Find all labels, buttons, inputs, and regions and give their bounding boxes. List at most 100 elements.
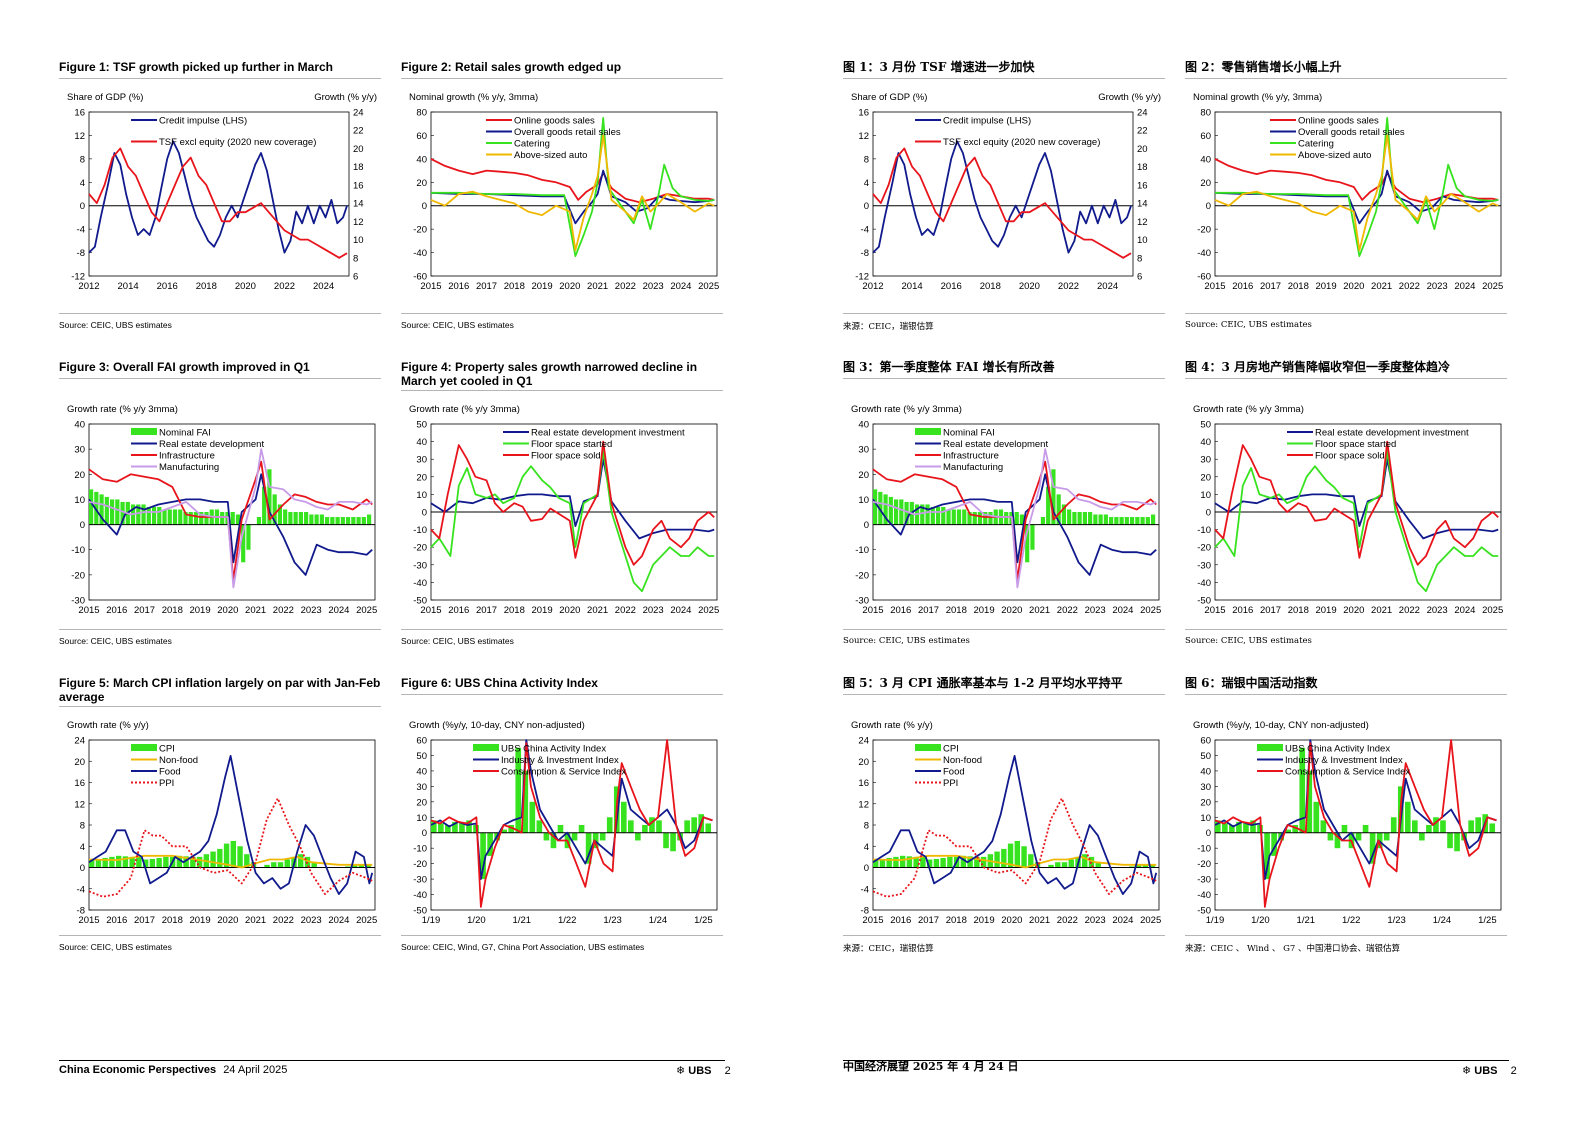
y2-tick-label: 22 [353,126,364,137]
bar [193,512,199,525]
bar [1040,517,1046,525]
bar [980,856,987,868]
bar [95,859,102,868]
source-rule [59,629,381,630]
x-tick-label: 2020 [235,281,256,292]
legend-label: Nominal FAI [943,428,995,439]
y-axis-label: Growth (%y/y, 10-day, CNY non-adjusted) [1193,720,1369,731]
y-tick-label: 30 [1200,455,1211,466]
bar [635,832,641,841]
x-tick-label: 2021 [1029,915,1050,926]
bar [284,859,290,868]
bar [879,859,886,868]
bar [1025,524,1030,563]
bar [649,817,655,833]
legend-label: Consumption & Service Index [501,767,626,778]
bar [115,499,120,525]
x-tick-label: 2021 [245,605,266,616]
x-tick-label: 2019 [1315,281,1336,292]
bar [149,859,156,868]
y2-tick-label: 24 [353,108,364,119]
bar [529,801,536,833]
y-tick-label: -10 [1197,525,1211,536]
x-tick-label: 2023 [301,915,322,926]
y2-tick-label: 14 [353,199,364,210]
y-tick-label: 0 [422,828,427,839]
y-tick-label: 50 [1200,751,1211,762]
title-rule [401,78,723,79]
series-line [872,460,1157,581]
bar [1292,825,1299,833]
y-tick-label: 10 [1200,813,1211,824]
y-tick-label: 40 [1200,766,1211,777]
bar [445,825,451,833]
legend-label: TSF excl equity (2020 new coverage) [943,137,1100,148]
x-tick-label: 2019 [531,281,552,292]
y-tick-label: -10 [1197,844,1211,855]
bar [141,504,146,525]
x-tick-label: 2019 [531,605,552,616]
source-rule [843,629,1165,630]
x-tick-label: 2020 [559,605,580,616]
y-tick-label: -20 [1197,543,1211,554]
bar [256,517,262,525]
y-tick-label: 10 [858,495,869,506]
series-line [430,458,715,540]
bar [196,856,203,868]
x-tick-label: 1/22 [558,915,577,926]
y-tick-label: 50 [1200,420,1211,431]
bar [1007,843,1014,868]
source-rule [1185,313,1507,314]
bar [977,512,983,525]
series-line [1214,158,1499,204]
x-tick-label: 1/25 [694,915,713,926]
legend-label: CPI [159,744,175,755]
x-tick-label: 1/19 [1206,915,1225,926]
x-tick-label: 2023 [643,281,664,292]
source-rule [401,313,723,314]
source-rule [59,313,381,314]
legend-label: Food [943,767,965,778]
plot-frame [430,111,718,277]
footer-brand-left: ❄ UBS 2 [676,1064,731,1077]
x-tick-label: 2020 [1343,281,1364,292]
x-tick-label: 2016 [106,605,127,616]
bar [345,517,351,525]
legend-label: Consumption & Service Index [1285,767,1410,778]
bar [522,770,529,833]
bar [109,856,115,868]
y-tick-label: 20 [1200,797,1211,808]
bar [220,512,225,525]
bar [960,855,967,868]
x-tick-label: 1/24 [1433,915,1452,926]
x-tick-label: 1/21 [513,915,532,926]
bar [888,496,893,525]
y2-tick-label: 12 [1137,217,1148,228]
bar [1067,509,1072,525]
x-tick-label: 2017 [1260,605,1281,616]
legend-label: Online goods sales [1298,116,1379,127]
legend-label: Floor space started [1315,439,1396,450]
bar [599,832,606,841]
bar [183,856,189,868]
bar [271,862,277,868]
brand-name: UBS [688,1065,712,1077]
legend-label: TSF excl equity (2020 new coverage) [159,137,316,148]
bar [1362,825,1369,833]
figure-source: 来源：CEIC，瑞银估算 [843,322,934,332]
x-tick-label: 1/19 [422,915,441,926]
y-tick-label: -4 [77,884,85,895]
bar [136,856,142,868]
y-tick-label: -40 [1197,578,1211,589]
legend-label: CPI [943,744,959,755]
bar [933,859,940,868]
footer-date: 24 April 2025 [223,1064,288,1076]
y-tick-label: 0 [422,508,427,519]
y-tick-label: 40 [1200,437,1211,448]
bar [967,856,973,868]
x-tick-label: 2022 [1058,281,1079,292]
bar [89,489,94,525]
bar [351,864,358,868]
bar [873,489,878,525]
